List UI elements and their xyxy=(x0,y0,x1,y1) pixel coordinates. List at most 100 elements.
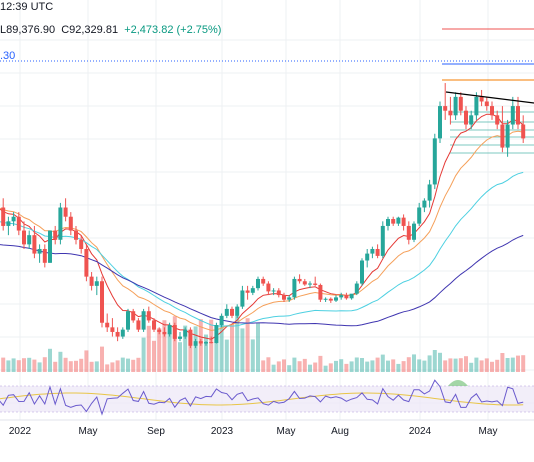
x-axis: 2022 May Sep 2023 May Aug 2024 May xyxy=(0,419,534,437)
candle-body xyxy=(334,297,338,301)
volume-bar xyxy=(391,359,396,372)
candle-body xyxy=(386,219,390,226)
volume-bar xyxy=(11,358,16,372)
volume-bar xyxy=(438,352,442,372)
candle-body xyxy=(349,293,354,299)
volume-bar xyxy=(422,360,427,372)
candle-body xyxy=(292,278,297,298)
volume-bar xyxy=(323,365,328,372)
volume-bar xyxy=(412,354,416,372)
volume-bar xyxy=(510,357,515,372)
rsi-signal-line xyxy=(0,392,524,406)
low-label: L xyxy=(0,24,7,36)
candle-body xyxy=(282,295,286,300)
volume-bar xyxy=(479,360,484,372)
volume-bar xyxy=(115,360,120,372)
candle-body xyxy=(219,315,224,326)
candle-body xyxy=(328,298,333,301)
volume-bar xyxy=(136,357,141,372)
volume-bar xyxy=(48,348,52,372)
candle-body xyxy=(120,329,125,337)
candle-body xyxy=(32,235,37,254)
volume-bar xyxy=(100,346,104,372)
candle-body xyxy=(250,288,255,293)
candle-body xyxy=(131,311,136,321)
volume-bar xyxy=(219,323,224,372)
volume-bar xyxy=(266,357,271,372)
volume-bar xyxy=(516,355,520,372)
candle-body xyxy=(68,216,73,231)
volume-bar xyxy=(349,361,354,372)
volume-bar xyxy=(328,363,333,372)
close-label: C xyxy=(61,24,70,36)
candle-body xyxy=(495,115,500,125)
volume-bar xyxy=(183,325,188,372)
volume-bar xyxy=(214,335,219,372)
volume-bar xyxy=(131,359,136,372)
candle-body xyxy=(224,308,229,316)
volume-bar xyxy=(271,364,276,372)
volume-bar xyxy=(282,359,286,372)
volume-bar xyxy=(490,361,494,372)
volume-bar xyxy=(79,358,84,372)
volume-bar xyxy=(500,353,505,372)
volume-bar xyxy=(63,357,68,372)
volume-bar xyxy=(380,354,385,372)
candle-body xyxy=(256,278,260,289)
volume-bar xyxy=(354,357,359,372)
rsi-line xyxy=(0,379,524,416)
volume-bar xyxy=(448,358,453,372)
candle-body xyxy=(474,96,479,116)
volume-bar xyxy=(432,350,437,372)
volume-bar xyxy=(427,355,432,372)
volume-bar xyxy=(276,361,281,372)
ema-line xyxy=(0,171,524,327)
candle-body xyxy=(188,329,193,346)
rsi-overbought-fill xyxy=(448,380,468,386)
volume-bar xyxy=(105,364,110,372)
volume-bar xyxy=(464,356,468,372)
candlesticks xyxy=(1,83,526,349)
candle-body xyxy=(354,283,359,294)
x-tick-label: May xyxy=(479,426,498,437)
candle-body xyxy=(16,216,21,231)
candle-body xyxy=(235,306,240,316)
volume-bar xyxy=(162,320,167,372)
candle-body xyxy=(94,281,99,286)
volume-bar xyxy=(167,332,172,372)
candle-body xyxy=(339,295,344,298)
volume-bar xyxy=(287,365,292,372)
candle-body xyxy=(375,248,380,256)
volume-bar xyxy=(157,328,162,372)
candle-body xyxy=(401,217,406,226)
volume-bars xyxy=(1,315,526,372)
volume-bar xyxy=(245,318,250,372)
candle-body xyxy=(443,106,448,111)
volume-bar xyxy=(188,337,193,372)
candle-body xyxy=(198,341,203,344)
candle-body xyxy=(240,290,245,307)
volume-bar xyxy=(42,357,47,372)
candle-body xyxy=(510,106,515,125)
volume-bar xyxy=(495,359,500,372)
header-time: 12:39 UTC xyxy=(0,1,54,13)
candle-body xyxy=(469,115,474,125)
volume-bar xyxy=(230,324,234,372)
candle-body xyxy=(152,320,156,330)
volume-bar xyxy=(344,363,349,372)
ema-line xyxy=(0,113,524,340)
candle-body xyxy=(245,290,250,293)
volume-bar xyxy=(250,339,255,372)
candle-body xyxy=(141,311,146,330)
candle-body xyxy=(167,325,172,335)
volume-bar xyxy=(261,360,266,372)
volume-bar xyxy=(365,361,370,372)
volume-bar xyxy=(27,357,32,372)
candle-body xyxy=(193,341,198,346)
candle-body xyxy=(412,223,416,240)
candle-body xyxy=(214,325,219,344)
volume-bar xyxy=(396,363,401,372)
candle-body xyxy=(318,284,323,300)
candle-body xyxy=(370,248,375,254)
